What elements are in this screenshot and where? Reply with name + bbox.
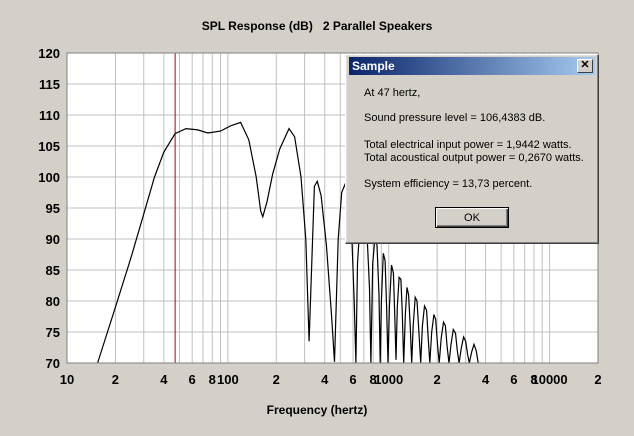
y-tick-label: 120 xyxy=(38,46,60,61)
x-tick-label: 10000 xyxy=(531,372,567,387)
x-tick-label: 6 xyxy=(510,372,517,387)
output-power-text: Total acoustical output power = 0,2670 w… xyxy=(364,152,584,164)
input-power-text: Total electrical input power = 1,9442 wa… xyxy=(364,139,572,151)
x-tick-label: 2 xyxy=(434,372,441,387)
x-axis-label: Frequency (hertz) xyxy=(266,403,368,417)
x-tick-label: 10 xyxy=(60,372,74,387)
ok-button[interactable]: OK xyxy=(435,207,509,228)
efficiency-text: System efficiency = 13,73 percent. xyxy=(364,178,533,190)
close-icon[interactable]: ✕ xyxy=(577,59,593,73)
y-tick-label: 115 xyxy=(39,77,60,92)
y-tick-label: 80 xyxy=(46,294,60,309)
sample-dialog: Sample ✕ At 47 hertz, Sound pressure lev… xyxy=(345,54,599,244)
x-tick-label: 100 xyxy=(217,372,239,387)
x-tick-label: 4 xyxy=(160,372,168,387)
x-tick-label: 1000 xyxy=(374,372,403,387)
y-tick-label: 85 xyxy=(46,263,60,278)
x-tick-label: 8 xyxy=(370,372,377,387)
y-tick-label: 105 xyxy=(38,139,60,154)
x-tick-label: 4 xyxy=(321,372,329,387)
window-title: SPL Response (dB) 2 Parallel Speakers xyxy=(201,19,433,33)
x-tick-label: 8 xyxy=(530,372,537,387)
x-tick-label: 6 xyxy=(189,372,196,387)
x-tick-label: 2 xyxy=(273,372,280,387)
x-tick-label: 4 xyxy=(482,372,490,387)
y-tick-label: 110 xyxy=(39,108,60,123)
frequency-text: At 47 hertz, xyxy=(364,87,421,99)
y-tick-label: 75 xyxy=(46,325,60,340)
x-tick-label: 2 xyxy=(594,372,601,387)
y-tick-label: 95 xyxy=(46,201,60,216)
spl-response-line xyxy=(97,121,479,364)
x-tick-label: 8 xyxy=(209,372,216,387)
dialog-title: Sample xyxy=(352,59,395,73)
y-tick-label: 100 xyxy=(38,170,60,185)
dialog-titlebar[interactable]: Sample ✕ xyxy=(349,57,595,75)
y-tick-label: 70 xyxy=(46,356,60,371)
x-tick-label: 6 xyxy=(349,372,356,387)
y-tick-label: 90 xyxy=(46,232,60,247)
x-tick-label: 2 xyxy=(112,372,119,387)
spl-text: Sound pressure level = 106,4383 dB. xyxy=(364,112,546,124)
